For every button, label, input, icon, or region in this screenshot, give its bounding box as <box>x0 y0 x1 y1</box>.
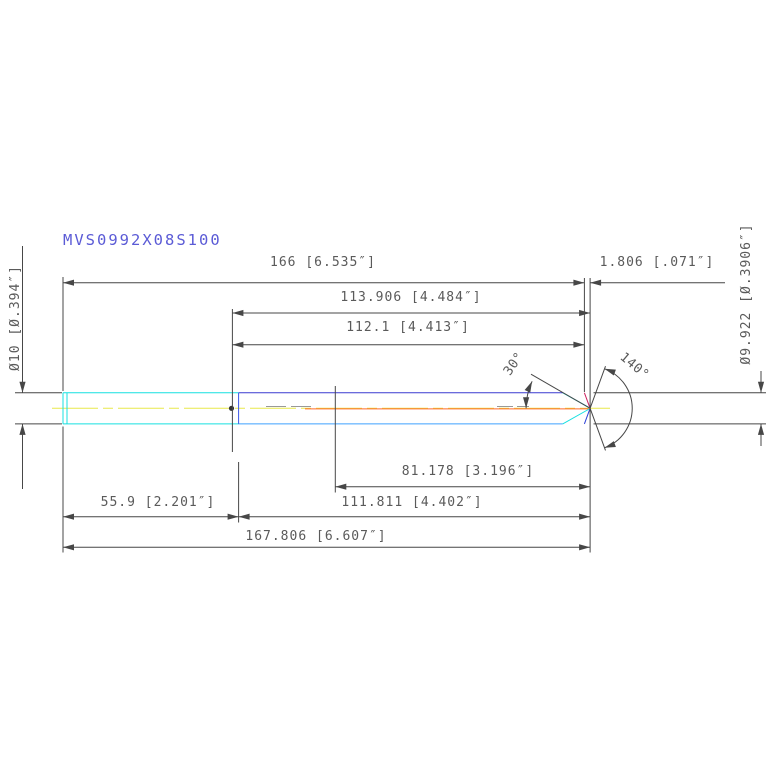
dim-point-length-label: 1.806 [.071″] <box>600 255 715 270</box>
dim-flute-to-shoulder-label: 112.1 [4.413″] <box>346 320 470 335</box>
dim-cutting-diameter: Ø9.922 [Ø.3906″] <box>739 223 765 446</box>
dim-flute-to-tip: 113.906 [4.484″] <box>232 290 591 317</box>
dim-flute-to-shoulder: 112.1 [4.413″] <box>232 320 585 348</box>
dim-point-angle: 140° <box>589 350 652 451</box>
dim-shank-diameter-label: Ø10 [Ø.394″] <box>8 265 23 371</box>
dim-secondary-angle: 30° <box>501 349 591 409</box>
dim-flute-length: 111.811 [4.402″] <box>238 495 591 520</box>
dim-shank-length-label: 55.9 [2.201″] <box>101 495 216 510</box>
dim-point-length: 1.806 [.071″] <box>590 255 725 286</box>
dim-secondary-angle-label: 30° <box>501 349 528 378</box>
dim-usable-flute: 81.178 [3.196″] <box>335 464 591 490</box>
dim-length-to-point: 166 [6.535″] <box>63 255 585 286</box>
dim-flute-to-tip-label: 113.906 [4.484″] <box>340 290 481 305</box>
point-face-lower <box>583 408 591 425</box>
dim-shank-diameter: Ø10 [Ø.394″] <box>8 246 26 489</box>
point-face-upper <box>583 392 591 409</box>
dimension-origin-dot <box>228 405 235 411</box>
shank-outline <box>62 392 239 425</box>
drawing-title: MVS0992X08S100 <box>63 231 222 249</box>
dim-overall-length-label: 167.806 [6.607″] <box>245 529 386 544</box>
dim-flute-length-label: 111.811 [4.402″] <box>341 495 482 510</box>
dim-length-to-point-label: 166 [6.535″] <box>270 255 376 270</box>
extension-lines <box>15 277 766 553</box>
dim-shank-length: 55.9 [2.201″] <box>63 495 239 520</box>
dim-usable-flute-label: 81.178 [3.196″] <box>402 464 534 479</box>
dim-overall-length: 167.806 [6.607″] <box>63 529 591 551</box>
dim-cutting-diameter-label: Ø9.922 [Ø.3906″] <box>739 223 754 364</box>
dim-point-angle-label: 140° <box>617 350 652 383</box>
